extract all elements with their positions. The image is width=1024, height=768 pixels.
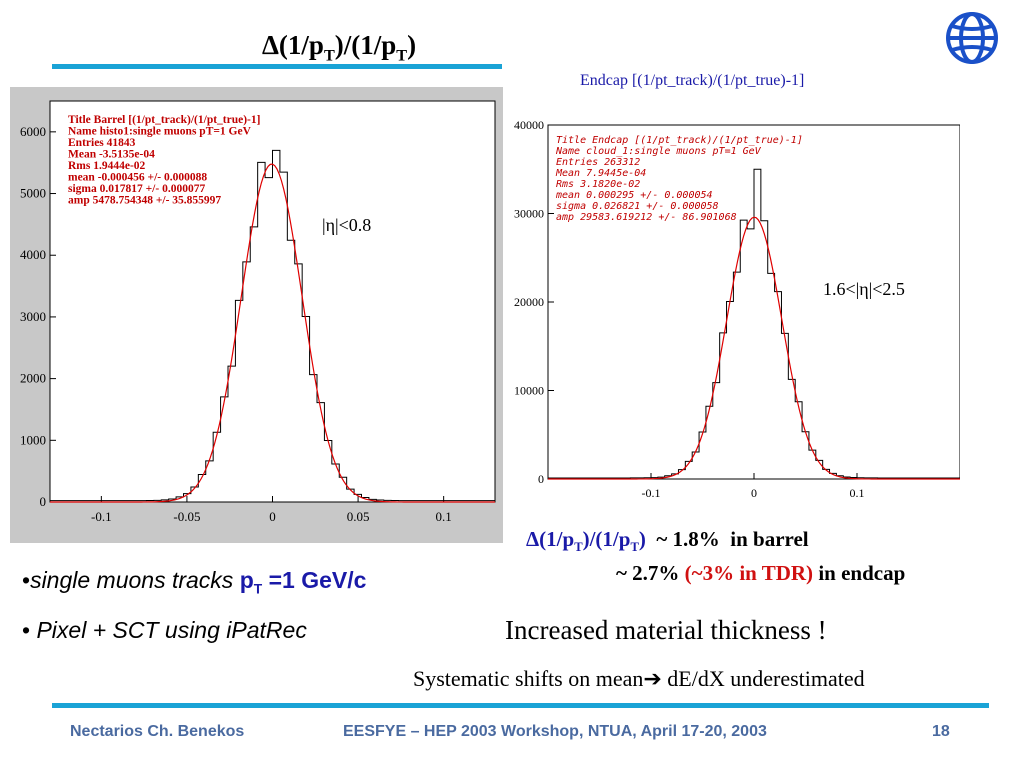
stats-box-line: Name cloud_1:single muons pT=1 GeV <box>555 146 762 157</box>
slide-title: Δ(1/pT)/(1/pT) <box>262 30 417 65</box>
x-tick-label: -0.1 <box>642 486 661 500</box>
footer-event: EESFYE – HEP 2003 Workshop, NTUA, April … <box>343 723 767 740</box>
histogram-bars <box>547 168 961 479</box>
bullet-list: •single muons tracks pT =1 GeV/c • Pixel… <box>22 560 366 650</box>
gaussian-fit-curve <box>548 216 960 480</box>
y-tick-label: 0 <box>40 494 47 509</box>
summary-barrel-line: Δ(1/pT)/(1/pT) ~ 1.8% in barrel <box>526 527 809 555</box>
bullet-item: •single muons tracks pT =1 GeV/c <box>22 567 367 597</box>
stats-box-line: amp 29583.619212 +/- 86.901068 <box>556 212 737 223</box>
stats-box-line: amp 5478.754348 +/- 35.855997 <box>68 195 221 207</box>
y-tick-label: 30000 <box>514 207 544 221</box>
y-tick-label: 0 <box>538 472 544 486</box>
y-tick-label: 2000 <box>20 371 46 386</box>
stats-box-line: Title Endcap [(1/pt_track)/(1/pt_true)-1… <box>556 135 803 146</box>
y-tick-label: 4000 <box>20 247 46 262</box>
region-label: 1.6<|η|<2.5 <box>823 279 905 299</box>
stats-box-line: Name histo1:single muons pT=1 GeV <box>68 126 252 138</box>
x-tick-label: -0.1 <box>91 509 112 524</box>
resolution-summary: Δ(1/pT)/(1/pT) ~ 1.8% in barrel ~ 2.7% (… <box>526 527 905 586</box>
gaussian-fit-curve <box>50 163 495 503</box>
x-tick-label: 0 <box>269 509 276 524</box>
barrel-histogram: 0 1000 2000 3000 4000 5000 6000 -0.1 -0.05 0 0.05 0… <box>20 100 496 524</box>
stats-box-line: Title Barrel [(1/pt_track)/(1/pt_true)-1… <box>68 114 260 126</box>
stats-box-line: sigma 0.017817 +/- 0.000077 <box>68 183 205 195</box>
title-rule <box>52 64 502 69</box>
globe-logo-icon <box>946 12 998 64</box>
footer-author: Nectarios Ch. Benekos <box>70 723 245 740</box>
footer-rule <box>52 703 989 708</box>
x-tick-label: 0 <box>751 486 757 500</box>
stats-box-line: Mean 7.9445e-04 <box>555 168 646 179</box>
bullet-item: • Pixel + SCT using iPatRec <box>22 616 307 643</box>
material-note: Increased material thickness ! <box>505 615 827 645</box>
endcap-histogram-panel: 0 10000 20000 30000 40000 -0.1 0 0.1 Title Endca… <box>510 95 961 510</box>
stats-box-line: Rms 3.1820e-02 <box>556 179 640 190</box>
x-tick-label: 0.1 <box>850 486 865 500</box>
stats-box-line: Entries 263312 <box>556 157 640 168</box>
endcap-histogram: 0 10000 20000 30000 40000 -0.1 0 0.1 Title Endca… <box>514 118 961 500</box>
arrow-right-icon: ➔ <box>643 666 662 691</box>
stats-box-line: Entries 41843 <box>68 137 136 149</box>
stats-box-line: mean -0.000456 +/- 0.000088 <box>68 172 207 184</box>
stats-box-line: mean 0.000295 +/- 0.000054 <box>555 190 713 201</box>
region-label: |η|<0.8 <box>322 215 371 235</box>
y-tick-label: 40000 <box>514 118 544 132</box>
stats-box-line: Rms 1.9444e-02 <box>68 160 146 172</box>
y-tick-label: 10000 <box>514 384 544 398</box>
y-tick-label: 1000 <box>20 432 46 447</box>
barrel-histogram-panel: 0 1000 2000 3000 4000 5000 6000 -0.1 -0.05 0 0.05 0… <box>10 87 503 543</box>
y-tick-label: 6000 <box>20 124 46 139</box>
footer-page: 18 <box>932 723 950 740</box>
x-tick-label: 0.05 <box>347 509 370 524</box>
y-tick-label: 5000 <box>20 186 46 201</box>
y-tick-label: 3000 <box>20 309 46 324</box>
summary-endcap-line: ~ 2.7% (~3% in TDR) in endcap <box>616 561 906 586</box>
endcap-caption: Endcap [(1/pt_track)/(1/pt_true)-1] <box>580 72 805 89</box>
stats-box-line: Mean -3.5135e-04 <box>68 149 155 161</box>
y-tick-label: 20000 <box>514 295 544 309</box>
x-tick-label: 0.1 <box>436 509 452 524</box>
x-tick-label: -0.05 <box>173 509 200 524</box>
stats-box-line: sigma 0.026821 +/- 0.000058 <box>556 201 719 212</box>
systematic-note: Systematic shifts on mean➔ dE/dX underes… <box>413 666 865 691</box>
